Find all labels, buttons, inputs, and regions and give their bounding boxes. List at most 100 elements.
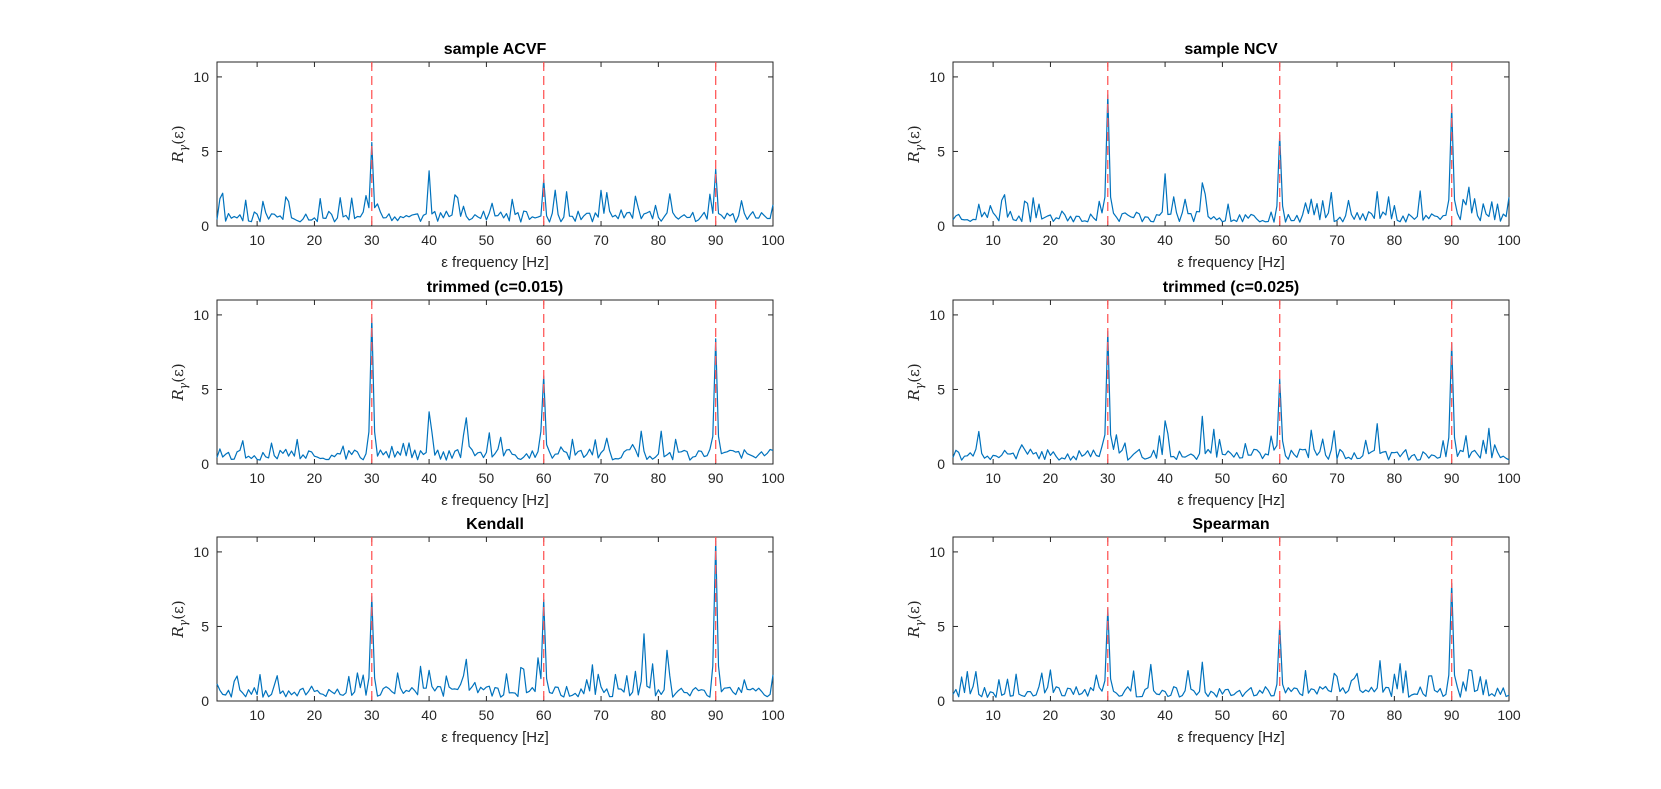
x-tick-label: 10 [985, 707, 1001, 723]
y-label-sub: γ [177, 144, 190, 151]
x-tick-label: 50 [479, 470, 495, 486]
subplot-2: trimmed (c=0.015) 10 20 30 40 50 60 70 80 90 100 0 5… [169, 279, 785, 509]
x-tick-label: 50 [1215, 232, 1231, 248]
x-tick-label: 70 [593, 707, 609, 723]
chart-title: Kendall [466, 516, 524, 533]
y-label-base: R [905, 626, 923, 638]
x-tick-label: 70 [1329, 707, 1345, 723]
subplot-3: trimmed (c=0.025) 10 20 30 40 50 60 70 80 90 100 0 5… [905, 279, 1521, 509]
y-label-base: R [905, 389, 923, 401]
x-tick-label: 80 [1387, 470, 1403, 486]
x-tick-label: 10 [249, 232, 265, 248]
chart-title: sample ACVF [444, 41, 547, 58]
x-tick-label: 20 [1043, 470, 1059, 486]
series-line [216, 141, 774, 223]
y-tick-label: 5 [937, 143, 945, 159]
x-tick-label: 50 [1215, 707, 1231, 723]
y-tick-label: 10 [929, 544, 945, 560]
chart-title: trimmed (c=0.015) [427, 279, 564, 296]
y-tick-label: 5 [937, 381, 945, 397]
y-axis-label: Rγ(ε) [169, 600, 190, 638]
x-tick-label: 20 [1043, 232, 1059, 248]
y-tick-label: 5 [201, 381, 209, 397]
x-tick-label: 40 [1157, 707, 1173, 723]
y-tick-label: 10 [929, 307, 945, 323]
x-tick-label: 60 [536, 232, 552, 248]
series-line [952, 582, 1510, 698]
x-tick-label: 100 [1497, 232, 1521, 248]
x-tick-label: 40 [421, 707, 437, 723]
x-tick-label: 60 [1272, 232, 1288, 248]
x-tick-label: 20 [1043, 707, 1059, 723]
x-tick-label: 100 [1497, 470, 1521, 486]
x-axis-label: ε frequency [Hz] [1177, 492, 1285, 509]
y-label-base: R [169, 151, 187, 163]
x-tick-label: 70 [593, 232, 609, 248]
y-label-arg: (ε) [905, 363, 923, 382]
x-tick-label: 30 [1100, 232, 1116, 248]
y-label-sub: γ [913, 144, 926, 151]
axes-box [216, 299, 774, 465]
y-label-sub: γ [177, 619, 190, 626]
y-axis-label: Rγ(ε) [905, 600, 926, 638]
x-axis-label: ε frequency [Hz] [441, 492, 549, 509]
x-tick-label: 80 [651, 232, 667, 248]
y-tick-label: 5 [937, 618, 945, 634]
y-label-arg: (ε) [905, 125, 923, 144]
x-tick-label: 70 [593, 470, 609, 486]
x-tick-label: 60 [1272, 470, 1288, 486]
chart-title: sample NCV [1184, 41, 1278, 58]
x-axis-label: ε frequency [Hz] [1177, 729, 1285, 746]
y-tick-label: 10 [193, 544, 209, 560]
x-tick-label: 30 [364, 470, 380, 486]
chart-title: Spearman [1192, 516, 1269, 533]
y-tick-label: 0 [201, 218, 209, 234]
y-label-arg: (ε) [169, 363, 187, 382]
x-tick-label: 70 [1329, 470, 1345, 486]
y-tick-label: 10 [929, 69, 945, 85]
y-tick-label: 0 [201, 693, 209, 709]
x-tick-label: 30 [364, 232, 380, 248]
x-tick-label: 90 [1444, 232, 1460, 248]
axes-box [952, 536, 1510, 702]
x-tick-label: 30 [1100, 707, 1116, 723]
subplot-5: Spearman 10 20 30 40 50 60 70 80 90 100 0 5 10 ε frequ… [905, 516, 1521, 746]
y-tick-label: 5 [201, 143, 209, 159]
axes-box [216, 536, 774, 702]
subplot-1: sample NCV 10 20 30 40 50 60 70 80 90 100 0 5 10 ε fre… [905, 41, 1521, 271]
x-tick-label: 80 [651, 470, 667, 486]
x-tick-label: 100 [761, 707, 785, 723]
x-tick-label: 90 [1444, 707, 1460, 723]
x-tick-label: 60 [536, 707, 552, 723]
x-tick-label: 100 [1497, 707, 1521, 723]
x-tick-label: 30 [1100, 470, 1116, 486]
x-axis-label: ε frequency [Hz] [441, 254, 549, 271]
y-axis-label: Rγ(ε) [905, 363, 926, 401]
subplot-4: Kendall 10 20 30 40 50 60 70 80 90 100 0 5 10 ε freque… [169, 516, 785, 746]
y-tick-label: 5 [201, 618, 209, 634]
y-label-sub: γ [913, 382, 926, 389]
x-tick-label: 40 [421, 470, 437, 486]
y-label-base: R [905, 151, 923, 163]
x-tick-label: 90 [708, 707, 724, 723]
y-label-base: R [169, 389, 187, 401]
x-tick-label: 10 [985, 470, 1001, 486]
series-line [216, 317, 774, 461]
x-axis-label: ε frequency [Hz] [441, 729, 549, 746]
x-tick-label: 90 [1444, 470, 1460, 486]
x-tick-label: 20 [307, 707, 323, 723]
y-tick-label: 0 [937, 693, 945, 709]
axes-box [952, 299, 1510, 465]
y-tick-label: 10 [193, 307, 209, 323]
y-label-sub: γ [177, 382, 190, 389]
x-tick-label: 80 [651, 707, 667, 723]
axes-box [216, 61, 774, 227]
x-tick-label: 50 [479, 707, 495, 723]
y-axis-label: Rγ(ε) [169, 125, 190, 163]
series-line [216, 540, 774, 698]
x-tick-label: 40 [1157, 470, 1173, 486]
x-tick-label: 10 [249, 707, 265, 723]
axes-box [952, 61, 1510, 227]
y-axis-label: Rγ(ε) [169, 363, 190, 401]
